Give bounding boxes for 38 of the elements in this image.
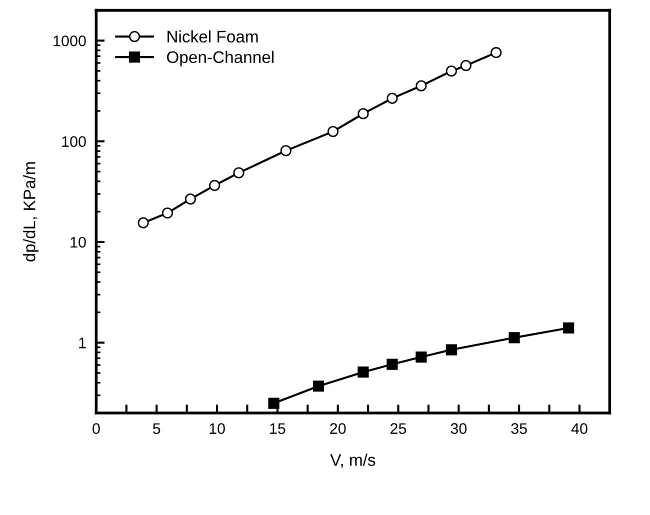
x-tick-label: 20 (330, 423, 346, 434)
y-tick-label: 1 (79, 338, 86, 348)
point (490, 47, 502, 58)
point (233, 167, 244, 178)
x-tick-label: 5 (152, 423, 160, 434)
point (446, 66, 457, 77)
x-tick-label: 30 (450, 423, 467, 434)
point (386, 92, 398, 104)
point (416, 351, 427, 363)
point (312, 380, 324, 392)
point (358, 366, 369, 378)
x-axis-title: V, m/s (330, 454, 376, 468)
point (446, 344, 457, 356)
y-tick-label: 100 (62, 136, 86, 147)
point (268, 398, 280, 409)
x-tick-label: 25 (390, 423, 406, 434)
point (358, 108, 369, 120)
point (138, 217, 149, 228)
x-tick-label: 40 (571, 423, 588, 434)
point (184, 193, 196, 205)
x-tick-label: 15 (270, 423, 286, 434)
point (416, 80, 427, 92)
legend-label: Nickel Foam (168, 30, 258, 43)
point (386, 358, 398, 370)
point (508, 332, 520, 344)
y-tick-label: 10 (70, 236, 86, 248)
y-axis-title: dp/dL, KPa/m (23, 162, 39, 262)
x-tick-label: 0 (92, 423, 100, 434)
point (563, 322, 574, 334)
x-tick-label: 35 (511, 423, 527, 434)
legend-label: Open-Channel (166, 50, 274, 66)
point (209, 180, 220, 192)
x-tick-label: 10 (210, 423, 225, 434)
point (327, 126, 339, 138)
y-tick-label: 1000 (54, 35, 86, 46)
point (280, 145, 292, 156)
point (460, 60, 472, 72)
point (162, 207, 174, 219)
